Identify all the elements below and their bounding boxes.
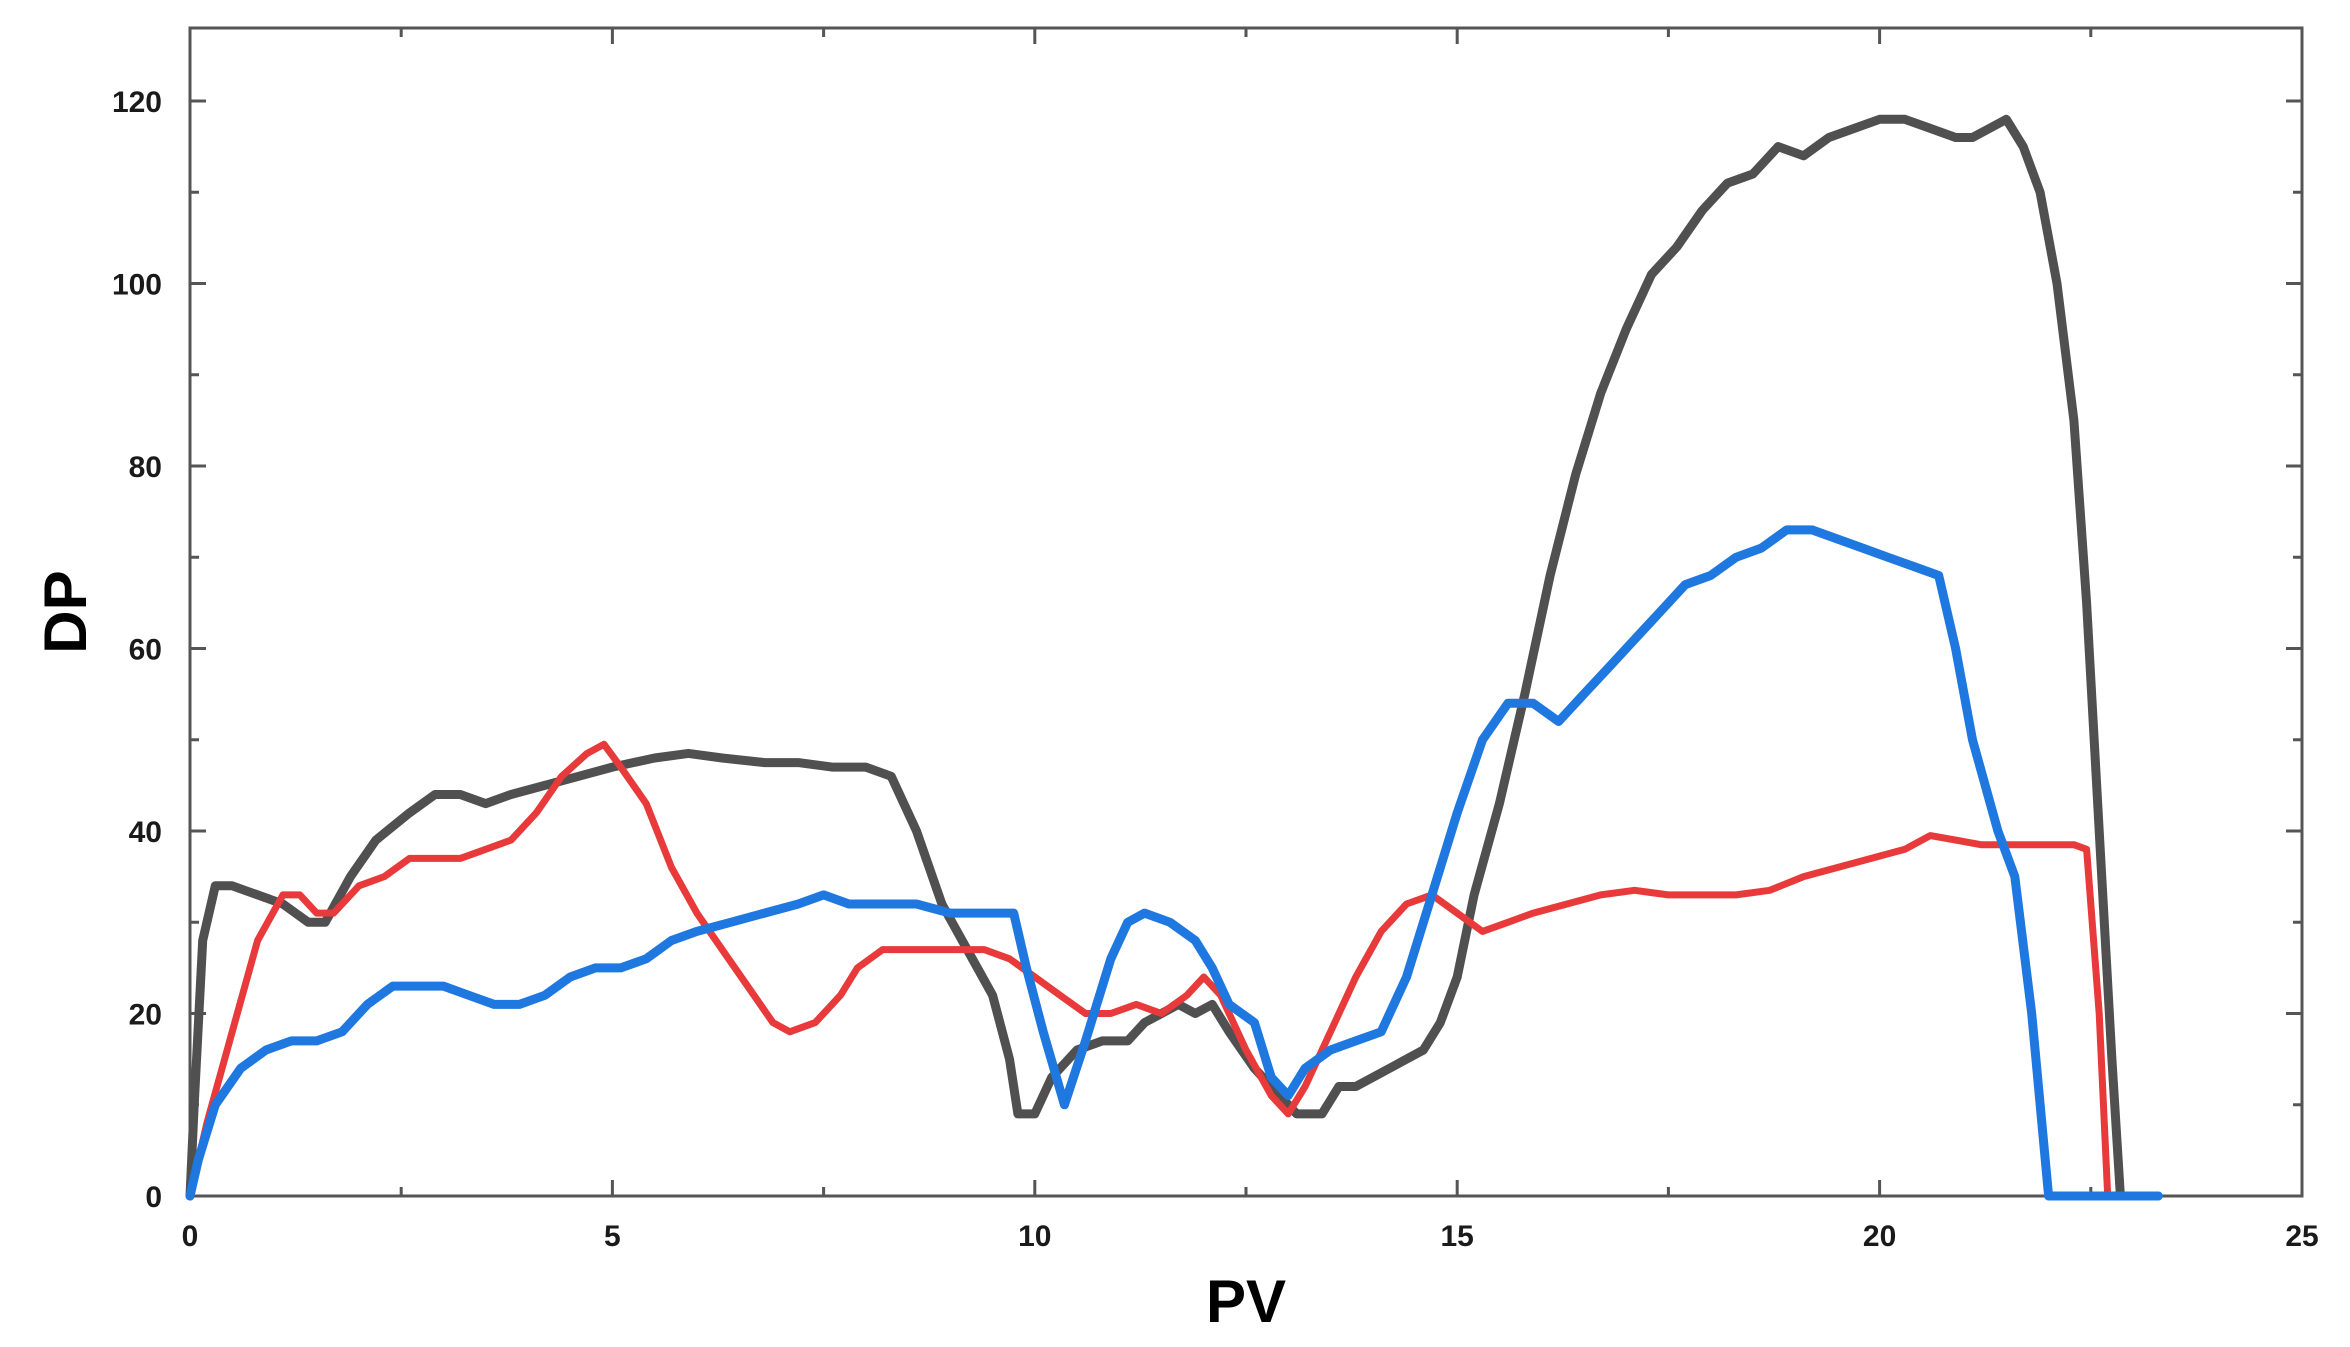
x-tick-label: 20: [1863, 1220, 1896, 1253]
series-line-1: [185, 114, 2125, 1201]
x-tick-label: 25: [2285, 1220, 2318, 1253]
x-tick-label: 10: [1018, 1220, 1051, 1253]
series-line-2: [186, 740, 2112, 1200]
y-tick-label: 40: [129, 816, 162, 849]
x-axis-title: PV: [1206, 1268, 1286, 1335]
series-line-3: [185, 525, 2163, 1201]
y-tick-label: 0: [145, 1181, 162, 1214]
y-axis-title: DP: [32, 570, 99, 653]
y-tick-label: 20: [129, 999, 162, 1032]
series-group: [185, 114, 2163, 1201]
y-tick-label: 120: [112, 86, 162, 119]
axes: [188, 26, 2304, 1198]
y-tick-label: 100: [112, 269, 162, 302]
tick-labels: 0 20 40 60 80 100 120 0 5 10 15 20 25: [112, 86, 2319, 1253]
x-tick-label: 5: [604, 1220, 621, 1253]
y-tick-label: 60: [129, 634, 162, 667]
x-tick-label: 15: [1441, 1220, 1474, 1253]
y-tick-label: 80: [129, 451, 162, 484]
x-tick-label: 0: [182, 1220, 199, 1253]
